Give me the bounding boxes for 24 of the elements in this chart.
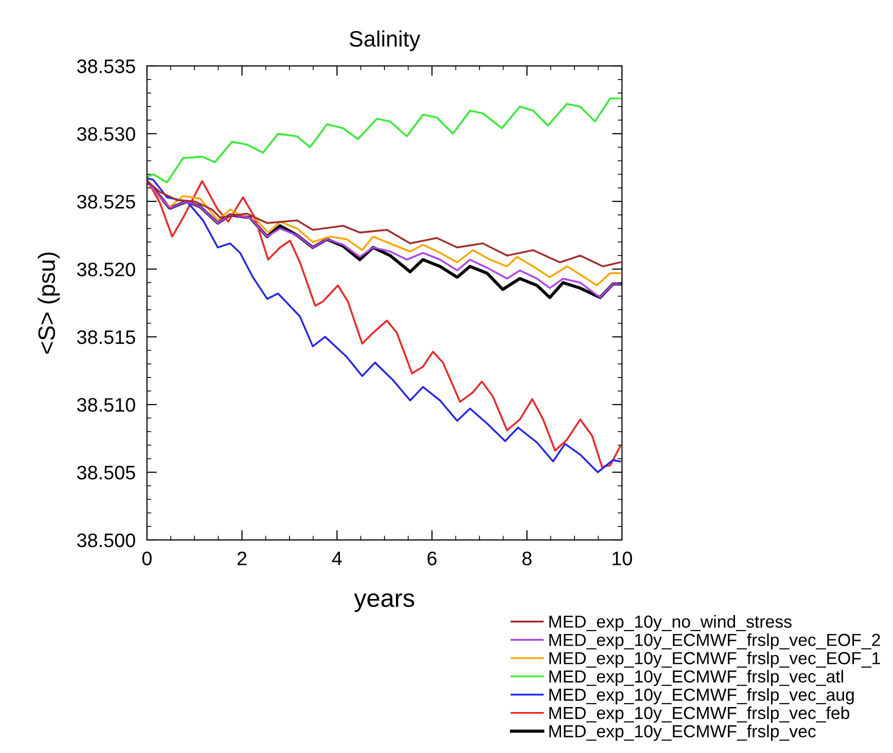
x-tick-label: 0 xyxy=(142,552,152,566)
chart-title: Salinity xyxy=(350,30,420,52)
legend-label: MED_exp_10y_ECMWF_frslp_vec_aug xyxy=(549,688,854,704)
y-tick-label: 38.505 xyxy=(77,466,136,480)
legend-label: MED_exp_10y_ECMWF_frslp_vec_atl xyxy=(549,670,844,686)
x-axis-title: years xyxy=(354,593,414,612)
legend-label: MED_exp_10y_ECMWF_frslp_vec xyxy=(549,724,816,741)
y-tick-label: 38.525 xyxy=(77,194,136,209)
legend-label: MED_exp_10y_ECMWF_frslp_vec_EOF_2 xyxy=(549,633,880,650)
legend-label: MED_exp_10y_no_wind_stress xyxy=(549,615,792,632)
legend-label: MED_exp_10y_ECMWF_frslp_vec_EOF_1 xyxy=(549,652,880,668)
y-tick-label: 38.515 xyxy=(77,330,136,344)
x-tick-label: 8 xyxy=(522,552,532,566)
y-tick-label: 38.530 xyxy=(77,127,136,141)
y-tick-label: 38.535 xyxy=(77,59,136,74)
x-tick-label: 10 xyxy=(612,552,632,566)
x-tick-label: 6 xyxy=(428,552,437,566)
x-tick-label: 2 xyxy=(238,552,246,566)
y-tick-label: 38.510 xyxy=(77,398,136,412)
legend-label: MED_exp_10y_ECMWF_frslp_vec_feb xyxy=(549,706,850,723)
x-tick-label: 4 xyxy=(332,552,342,566)
y-tick-label: 38.500 xyxy=(77,533,136,548)
y-axis-title: <S> (psu) xyxy=(38,252,60,354)
y-tick-label: 38.520 xyxy=(77,262,136,276)
